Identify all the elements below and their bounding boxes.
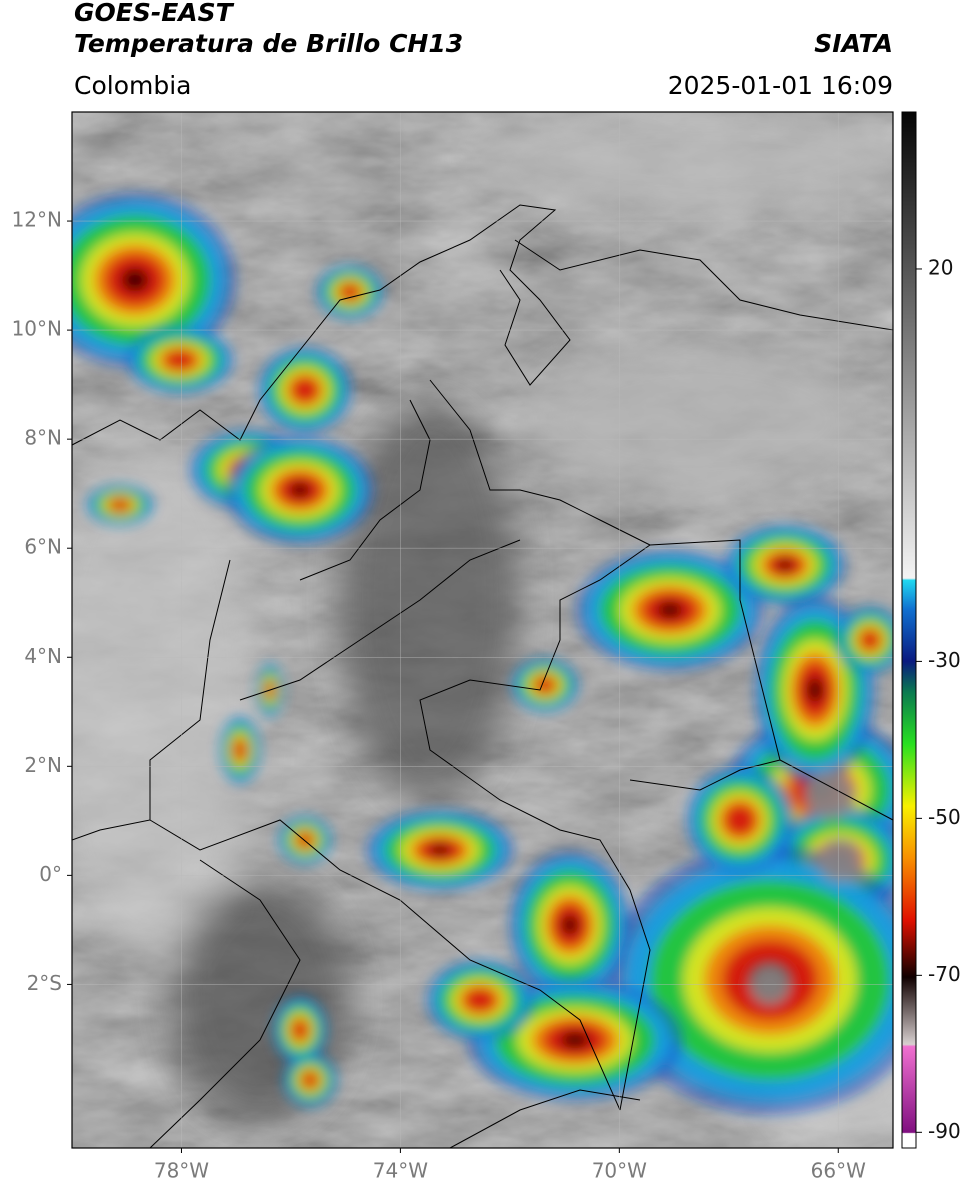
cloud <box>806 677 824 703</box>
x-tick-label: 74°W <box>373 1159 428 1183</box>
cloud <box>657 601 683 619</box>
colorbar-tick-label: -50 <box>928 805 961 829</box>
colorbar-tick-label: -30 <box>928 648 961 672</box>
cloud-cells <box>72 192 893 1115</box>
y-tick-label: 2°N <box>24 753 62 777</box>
title: GOES-EAST <box>74 0 235 27</box>
cloud <box>430 844 450 856</box>
source: SIATA <box>814 29 893 58</box>
cloud <box>561 915 579 935</box>
region: Colombia <box>74 71 191 100</box>
subtitle: Temperatura de Brillo CH13 <box>74 29 463 58</box>
cloud <box>290 482 310 498</box>
x-tick-label: 78°W <box>154 1159 209 1183</box>
colorbar <box>901 111 917 1149</box>
cloud <box>464 988 496 1012</box>
cloud <box>776 559 794 571</box>
borders <box>72 204 893 1148</box>
cloud <box>234 740 246 760</box>
cloud <box>535 677 555 693</box>
colorbar-tick-label: -90 <box>928 1119 961 1143</box>
cloud <box>292 1020 308 1040</box>
y-tick-label: 2°S <box>27 971 62 995</box>
y-tick-label: 4°N <box>24 644 62 668</box>
map-frame <box>71 111 894 1149</box>
datetime: 2025-01-01 16:09 <box>668 71 893 100</box>
y-tick-label: 10°N <box>12 317 62 341</box>
cloud <box>560 1031 590 1049</box>
colorbar-tick-label: -70 <box>928 962 961 986</box>
cloud <box>302 1072 318 1088</box>
y-tick-label: 6°N <box>24 535 62 559</box>
y-tick-label: 8°N <box>24 426 62 450</box>
cloud <box>121 268 149 292</box>
x-tick-label: 66°W <box>811 1159 866 1183</box>
colorbar-tick-label: 20 <box>928 255 953 279</box>
cloud <box>164 350 196 370</box>
cloud <box>110 499 130 511</box>
cold-core <box>750 965 790 1005</box>
cloud <box>860 630 880 650</box>
y-tick-label: 12°N <box>12 208 62 232</box>
cold-core <box>805 770 855 820</box>
cloud <box>291 377 319 403</box>
x-tick-label: 70°W <box>592 1159 647 1183</box>
y-tick-label: 0° <box>39 862 62 886</box>
cloud <box>724 804 756 836</box>
imagery <box>72 112 893 1148</box>
cold-core <box>818 838 862 882</box>
